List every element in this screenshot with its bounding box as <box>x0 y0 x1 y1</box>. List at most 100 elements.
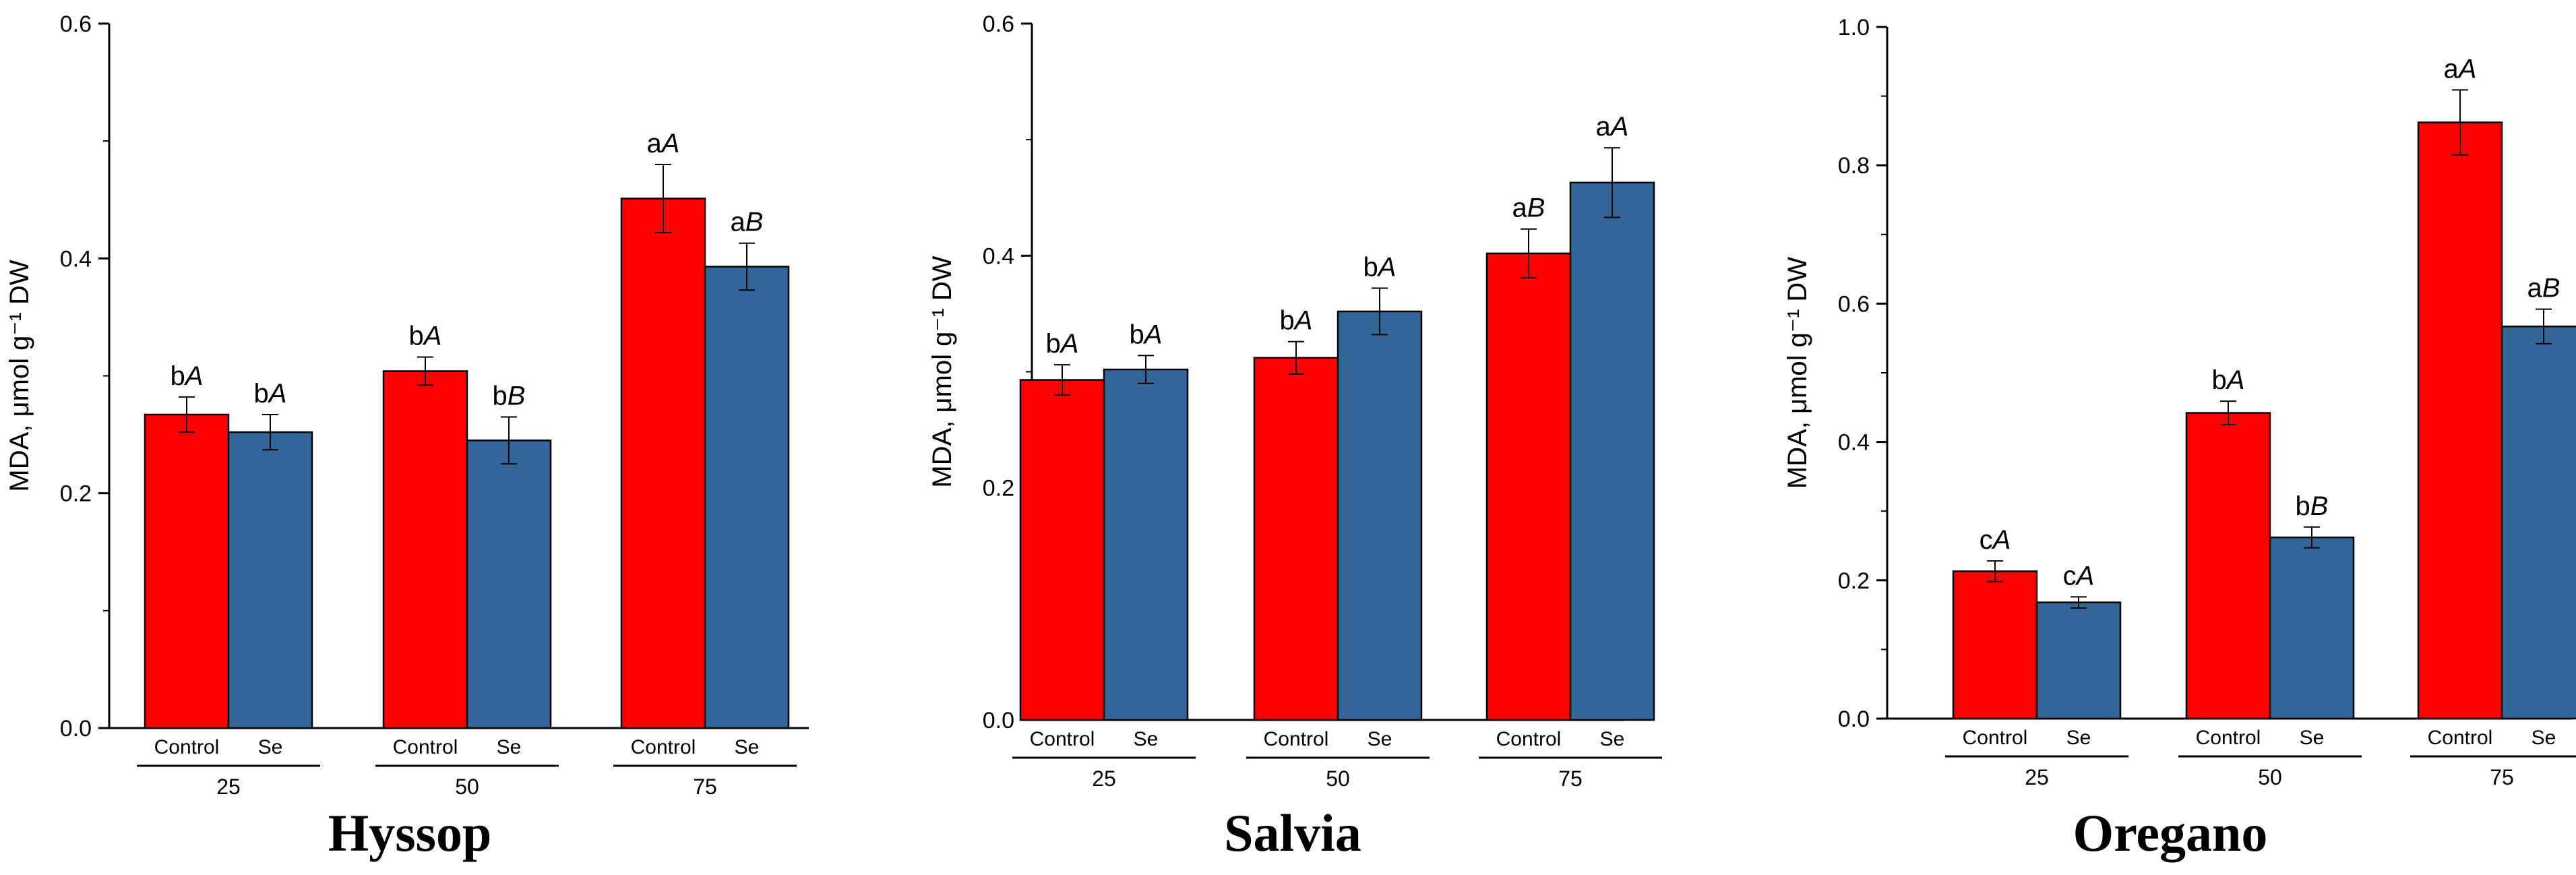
significance-label: bA <box>254 379 287 409</box>
y-tick-label: 1.0 <box>1838 15 1870 40</box>
bar-se <box>466 440 552 729</box>
category-label: Se <box>258 736 283 758</box>
sig-letter-lower: b <box>2212 365 2227 395</box>
category-label: Se <box>2066 727 2091 749</box>
bar-control <box>2185 412 2271 720</box>
sig-letter-lower: a <box>731 208 746 237</box>
group-label: 50 <box>1326 766 1350 791</box>
sig-letter-lower: a <box>1596 112 1612 142</box>
y-tick-label: 0.4 <box>60 246 92 272</box>
sig-letter-upper: A <box>268 379 287 409</box>
sig-letter-lower: b <box>1046 329 1061 359</box>
category-label: Control <box>393 736 458 758</box>
significance-label: bA <box>1130 320 1163 349</box>
y-tick-label: 0.6 <box>1838 291 1870 317</box>
bar-se <box>2269 536 2355 720</box>
y-axis-title: MDA, μmol g⁻¹ DW <box>1783 257 1812 489</box>
y-tick-label: 0.6 <box>983 11 1014 37</box>
sig-letter-lower: a <box>647 129 663 158</box>
group-label: 25 <box>2025 765 2049 789</box>
bar-se <box>1337 310 1423 721</box>
significance-label: cA <box>2063 561 2095 591</box>
category-label: Se <box>2532 727 2556 749</box>
significance-label: bA <box>2212 365 2245 395</box>
significance-label: aA <box>647 129 680 158</box>
category-label: Control <box>631 736 696 758</box>
group-label: 50 <box>2258 765 2282 789</box>
panel-title: Salvia <box>1224 804 1361 862</box>
sig-letter-upper: A <box>661 129 680 158</box>
significance-label: bA <box>1046 329 1079 359</box>
y-tick-label: 0.0 <box>983 708 1014 733</box>
category-label: Control <box>2428 727 2493 749</box>
significance-label: bA <box>171 361 204 391</box>
sig-letter-lower: b <box>1130 320 1144 349</box>
sig-letter-lower: b <box>171 361 185 391</box>
sig-letter-upper: A <box>1377 253 1397 282</box>
bar-control <box>1485 252 1572 721</box>
y-tick-label: 0.2 <box>60 481 92 507</box>
bar-se <box>2501 326 2576 720</box>
y-tick-label: 0.0 <box>1838 706 1870 732</box>
sig-letter-upper: B <box>2542 274 2560 303</box>
category-label: Se <box>1134 728 1159 750</box>
significance-label: bB <box>493 381 526 411</box>
category-label: Control <box>1264 728 1329 750</box>
bar-control <box>1952 570 2038 720</box>
y-axis-title: MDA, μmol g⁻¹ DW <box>5 260 34 491</box>
significance-label: bB <box>2296 491 2329 521</box>
significance-label: aA <box>1596 112 1629 142</box>
group-label: 25 <box>216 775 241 799</box>
sig-letter-lower: b <box>1280 306 1295 336</box>
sig-letter-lower: a <box>2527 274 2543 303</box>
significance-label: aB <box>2527 274 2560 303</box>
category-label: Se <box>1600 728 1625 750</box>
category-label: Control <box>1030 728 1095 750</box>
panel-title: Hyssop <box>328 804 492 862</box>
category-label: Se <box>497 736 522 758</box>
sig-letter-upper: A <box>2226 365 2245 395</box>
bar-control <box>144 413 230 729</box>
significance-label: bA <box>1280 306 1313 336</box>
sig-letter-upper: B <box>508 381 526 411</box>
sig-letter-upper: A <box>1992 525 2011 555</box>
bar-control <box>620 198 706 729</box>
bar-se <box>227 431 313 729</box>
sig-letter-upper: B <box>745 208 764 237</box>
group-label: 50 <box>455 775 479 799</box>
category-label: Control <box>2196 727 2261 749</box>
significance-label: bA <box>409 322 442 351</box>
sig-letter-upper: A <box>1609 112 1629 142</box>
category-label: Se <box>1368 728 1392 750</box>
bar-se <box>1569 181 1655 721</box>
category-label: Control <box>1963 727 2028 749</box>
y-tick-label: 0.0 <box>60 716 92 742</box>
significance-label: cA <box>1980 525 2011 555</box>
sig-letter-upper: A <box>1060 329 1079 359</box>
y-tick-label: 0.4 <box>1838 430 1870 456</box>
significance-label: aB <box>1512 193 1545 223</box>
bar-control <box>2417 121 2503 720</box>
sig-letter-upper: A <box>1293 306 1313 336</box>
y-tick-label: 0.8 <box>1838 153 1870 179</box>
significance-label: aB <box>731 208 764 237</box>
bar-se <box>1103 368 1189 721</box>
y-tick-label: 0.6 <box>60 11 92 37</box>
category-label: Control <box>154 736 220 758</box>
group-label: 75 <box>2490 765 2514 789</box>
sig-letter-lower: c <box>2063 561 2077 591</box>
bar-se <box>704 266 790 729</box>
y-axis-title: MDA, μmol g⁻¹ DW <box>927 255 957 487</box>
y-tick-label: 0.4 <box>983 243 1014 269</box>
bar-control <box>1253 357 1339 721</box>
bar-se <box>2035 601 2122 720</box>
group-label: 75 <box>693 775 717 799</box>
y-tick-label: 0.2 <box>983 476 1014 502</box>
sig-letter-lower: c <box>1980 525 1993 555</box>
significance-label: bA <box>1363 253 1397 282</box>
sig-letter-upper: A <box>2457 54 2477 84</box>
